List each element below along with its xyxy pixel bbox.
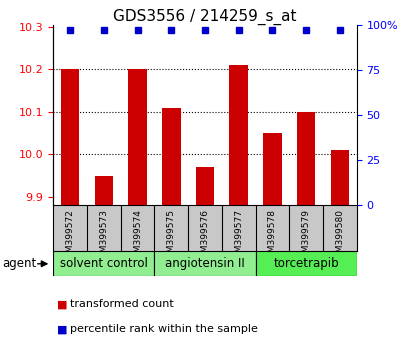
Bar <box>229 65 247 205</box>
Bar <box>263 133 281 205</box>
Text: transformed count: transformed count <box>70 299 173 309</box>
Bar <box>296 112 315 205</box>
Bar <box>154 251 255 276</box>
Bar <box>94 176 113 205</box>
Text: torcetrapib: torcetrapib <box>273 257 338 270</box>
Text: percentile rank within the sample: percentile rank within the sample <box>70 324 257 334</box>
Text: agent: agent <box>2 257 36 270</box>
Bar <box>53 251 154 276</box>
Text: GSM399577: GSM399577 <box>234 209 243 264</box>
Bar <box>162 108 180 205</box>
Text: GSM399580: GSM399580 <box>335 209 344 264</box>
Text: ■: ■ <box>57 299 68 309</box>
Text: GSM399579: GSM399579 <box>301 209 310 264</box>
Text: GSM399574: GSM399574 <box>133 209 142 264</box>
Bar <box>255 251 356 276</box>
Text: GSM399576: GSM399576 <box>200 209 209 264</box>
Bar <box>195 167 214 205</box>
Bar <box>61 69 79 205</box>
Text: solvent control: solvent control <box>60 257 147 270</box>
Title: GDS3556 / 214259_s_at: GDS3556 / 214259_s_at <box>113 8 296 25</box>
Text: GSM399575: GSM399575 <box>166 209 175 264</box>
Text: ■: ■ <box>57 324 68 334</box>
Bar <box>128 69 146 205</box>
Text: GSM399573: GSM399573 <box>99 209 108 264</box>
Text: GSM399572: GSM399572 <box>65 209 74 264</box>
Bar <box>330 150 348 205</box>
Text: angiotensin II: angiotensin II <box>165 257 244 270</box>
Text: GSM399578: GSM399578 <box>267 209 276 264</box>
